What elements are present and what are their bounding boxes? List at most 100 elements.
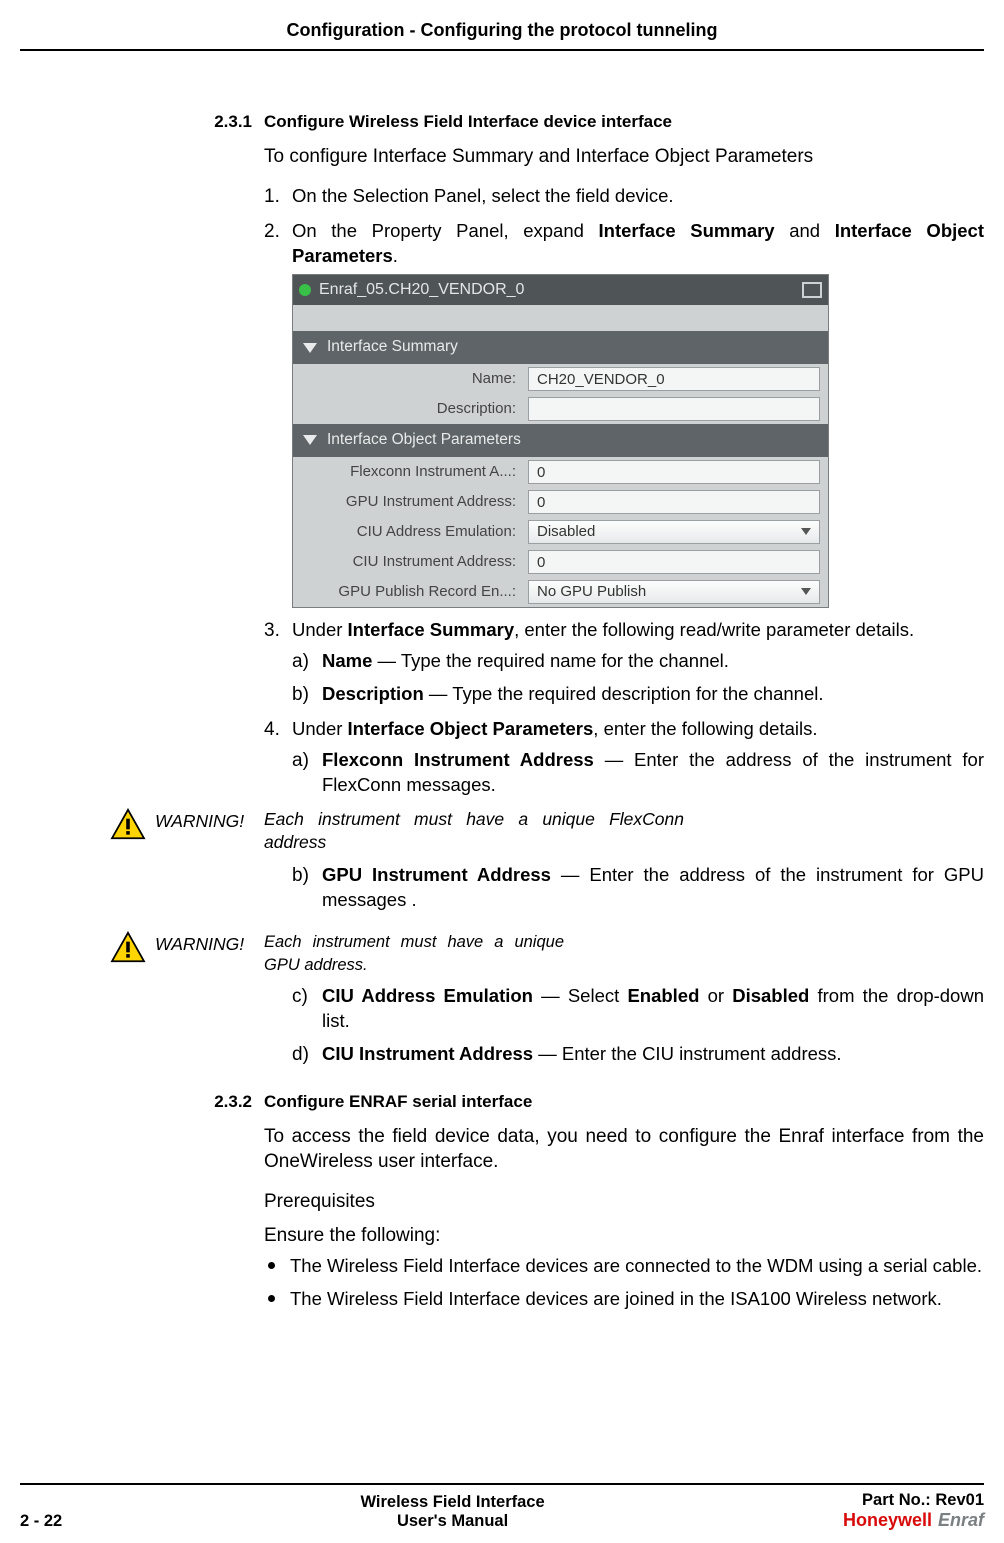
- label-gpu: GPU Instrument Address:: [301, 492, 520, 512]
- section-intro: To access the field device data, you nee…: [264, 1124, 984, 1175]
- warning-text: Each instrument must have a unique GPU a…: [264, 931, 984, 976]
- select-value: No GPU Publish: [537, 582, 646, 602]
- footer-part-no: Part No.: Rev01: [843, 1491, 984, 1510]
- prereq-intro: Ensure the following:: [264, 1223, 984, 1249]
- maximize-icon[interactable]: [802, 282, 822, 298]
- alpha-marker: d): [292, 1042, 309, 1068]
- text-fragment: On the Property Panel, expand: [292, 220, 599, 241]
- property-panel: Enraf_05.CH20_VENDOR_0 Interface Summary…: [292, 274, 829, 607]
- text-bold: Interface Summary: [599, 220, 775, 241]
- text-fragment: , enter the following read/write paramet…: [514, 619, 914, 640]
- step-1: On the Selection Panel, select the field…: [264, 184, 984, 209]
- row-gpu-address: GPU Instrument Address: 0: [293, 487, 828, 517]
- label-ciu-address: CIU Instrument Address:: [301, 552, 520, 572]
- row-gpu-publish: GPU Publish Record En...: No GPU Publish: [293, 577, 828, 607]
- row-ciu-address: CIU Instrument Address: 0: [293, 547, 828, 577]
- step-4: Under Interface Object Parameters, enter…: [264, 717, 984, 798]
- text-fragment: — Type the required description for the …: [424, 683, 824, 704]
- panel-titlebar: Enraf_05.CH20_VENDOR_0: [293, 275, 828, 305]
- section-number: 2.3.2: [20, 1091, 264, 1114]
- status-dot-icon: [299, 284, 311, 296]
- input-name[interactable]: CH20_VENDOR_0: [528, 367, 820, 391]
- warning-label: WARNING!: [155, 808, 264, 834]
- chevron-down-icon: [303, 343, 317, 353]
- panel-title: Enraf_05.CH20_VENDOR_0: [319, 279, 524, 301]
- bullet-1: The Wireless Field Interface devices are…: [264, 1254, 984, 1279]
- content: 2.3.1 Configure Wireless Field Interface…: [20, 111, 984, 1312]
- step-4c: c) CIU Address Emulation — Select Enabled…: [292, 984, 984, 1034]
- select-gpu-publish[interactable]: No GPU Publish: [528, 580, 820, 604]
- input-ciu-address[interactable]: 0: [528, 550, 820, 574]
- text-fragment: and: [775, 220, 835, 241]
- chevron-down-icon: [801, 528, 811, 535]
- step-3a: Name — Type the required name for the ch…: [292, 649, 984, 674]
- text-fragment: — Enter the CIU instrument address.: [533, 1043, 841, 1064]
- section-head-label: Interface Summary: [327, 337, 458, 358]
- row-flexconn-address: Flexconn Instrument A...: 0: [293, 457, 828, 487]
- text-fragment: or: [699, 985, 732, 1006]
- section-number: 2.3.1: [20, 111, 264, 134]
- label-description: Description:: [301, 399, 520, 419]
- step-4d: d) CIU Instrument Address — Enter the CIU…: [292, 1042, 984, 1067]
- select-ciu-emulation[interactable]: Disabled: [528, 520, 820, 544]
- section-interface-object-params[interactable]: Interface Object Parameters: [293, 424, 828, 457]
- label-ciu-emulation: CIU Address Emulation:: [301, 522, 520, 542]
- step-2: On the Property Panel, expand Interface …: [264, 219, 984, 608]
- step-4a: Flexconn Instrument Address — Enter the …: [292, 748, 984, 798]
- warning-2: WARNING! Each instrument must have a uni…: [20, 931, 984, 976]
- text-bold: Interface Object Parameters: [348, 718, 594, 739]
- brand-honeywell: Honeywell: [843, 1510, 932, 1530]
- footer-doc-title-1: Wireless Field Interface: [62, 1493, 843, 1512]
- row-ciu-emulation: CIU Address Emulation: Disabled: [293, 517, 828, 547]
- text-bold: Enabled: [627, 985, 699, 1006]
- row-description: Description:: [293, 394, 828, 424]
- section-interface-summary[interactable]: Interface Summary: [293, 331, 828, 364]
- warning-label: WARNING!: [155, 931, 264, 957]
- text-bold: Description: [322, 683, 424, 704]
- page-footer: 2 - 22 Wireless Field Interface User's M…: [20, 1483, 984, 1531]
- section-head-label: Interface Object Parameters: [327, 430, 521, 451]
- brand-enraf: Enraf: [938, 1510, 984, 1530]
- chevron-down-icon: [801, 588, 811, 595]
- section-title: Configure ENRAF serial interface: [264, 1091, 984, 1114]
- input-flexconn[interactable]: 0: [528, 460, 820, 484]
- alpha-marker: b): [292, 863, 309, 889]
- chevron-down-icon: [303, 435, 317, 445]
- step-3b: Description — Type the required descript…: [292, 682, 984, 707]
- label-flexconn: Flexconn Instrument A...:: [301, 462, 520, 482]
- section-2-3-1-header: 2.3.1 Configure Wireless Field Interface…: [20, 111, 984, 134]
- alpha-marker: c): [292, 984, 308, 1010]
- text-fragment: Under: [292, 718, 348, 739]
- input-description[interactable]: [528, 397, 820, 421]
- text-bold: Disabled: [732, 985, 809, 1006]
- prereq-head: Prerequisites: [264, 1189, 984, 1215]
- label-name: Name:: [301, 369, 520, 389]
- select-value: Disabled: [537, 522, 595, 542]
- row-name: Name: CH20_VENDOR_0: [293, 364, 828, 394]
- text-fragment: .: [393, 245, 398, 266]
- step-3: Under Interface Summary, enter the follo…: [264, 618, 984, 707]
- text-bold: Name: [322, 650, 372, 671]
- text-fragment: — Select: [533, 985, 627, 1006]
- section-title: Configure Wireless Field Interface devic…: [264, 111, 984, 134]
- footer-page-number: 2 - 22: [20, 1512, 62, 1531]
- input-gpu[interactable]: 0: [528, 490, 820, 514]
- text-bold: CIU Address Emulation: [322, 985, 533, 1006]
- bullet-2: The Wireless Field Interface devices are…: [264, 1287, 984, 1312]
- section-2-3-2-header: 2.3.2 Configure ENRAF serial interface: [20, 1091, 984, 1114]
- warning-icon: [110, 931, 146, 963]
- warning-icon: [110, 808, 146, 840]
- text-bold: Interface Summary: [348, 619, 515, 640]
- text-fragment: Under: [292, 619, 348, 640]
- step-4b: b)GPU Instrument Address — Enter the add…: [292, 863, 984, 913]
- footer-brand: Honeywell Enraf: [843, 1510, 984, 1531]
- text-bold: Flexconn Instrument Address: [322, 749, 594, 770]
- warning-1: WARNING! Each instrument must have a uni…: [20, 808, 984, 855]
- text-fragment: — Type the required name for the channel…: [372, 650, 729, 671]
- text-bold: CIU Instrument Address: [322, 1043, 533, 1064]
- section-intro: To configure Interface Summary and Inter…: [264, 144, 984, 170]
- running-head: Configuration - Configuring the protocol…: [20, 20, 984, 51]
- text-fragment: , enter the following details.: [593, 718, 817, 739]
- warning-text: Each instrument must have a unique FlexC…: [264, 808, 984, 855]
- footer-doc-title-2: User's Manual: [62, 1512, 843, 1531]
